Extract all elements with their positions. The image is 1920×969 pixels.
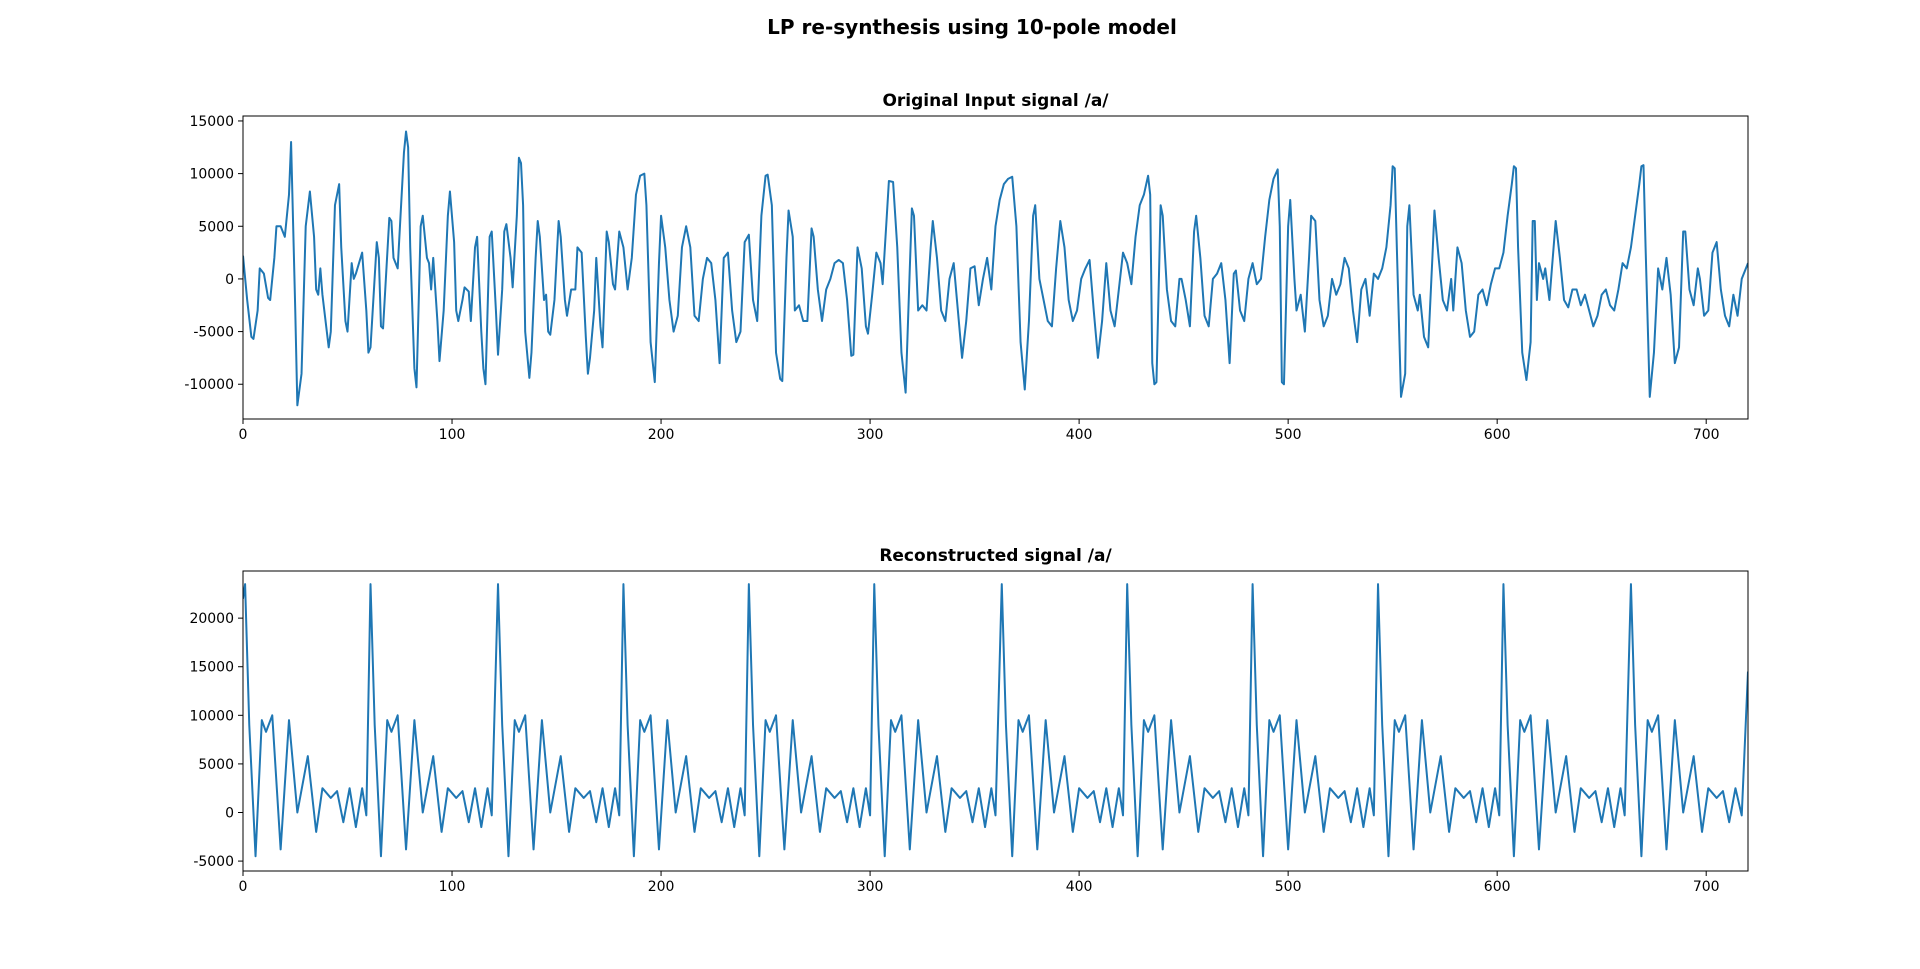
x-tick-label: 200 (648, 427, 675, 443)
y-tick-label: 15000 (189, 114, 234, 130)
x-tick-label: 300 (857, 427, 884, 443)
x-tick-label: 200 (648, 879, 675, 895)
y-tick-label: 5000 (198, 219, 234, 235)
x-tick-label: 100 (439, 427, 466, 443)
x-tick-label: 400 (1066, 427, 1093, 443)
y-tick-label: 10000 (189, 708, 234, 724)
y-tick-label: 5000 (198, 757, 234, 773)
y-tick-label: 0 (225, 805, 234, 821)
x-tick-label: 0 (239, 879, 248, 895)
y-tick-label: -10000 (184, 377, 234, 393)
x-tick-label: 0 (239, 427, 248, 443)
axes-frame (242, 115, 1749, 420)
x-tick-label: 700 (1693, 427, 1720, 443)
signal-line (243, 130, 1748, 407)
y-tick-label: -5000 (193, 854, 234, 870)
x-tick-label: 100 (439, 879, 466, 895)
figure-title: LP re-synthesis using 10-pole model (767, 15, 1177, 39)
x-tick-label: 600 (1484, 879, 1511, 895)
subplot-title: Original Input signal /a/ (882, 91, 1109, 111)
x-tick-label: 500 (1275, 879, 1302, 895)
y-tick-label: 20000 (189, 611, 234, 627)
y-tick-label: -5000 (193, 325, 234, 341)
x-tick-label: 600 (1484, 427, 1511, 443)
x-tick-label: 700 (1693, 879, 1720, 895)
axes-frame (242, 570, 1749, 872)
signal-line (243, 583, 1748, 858)
x-tick-label: 300 (857, 879, 884, 895)
y-tick-label: 10000 (189, 167, 234, 183)
subplot-title: Reconstructed signal /a/ (879, 546, 1112, 566)
y-tick-label: 0 (225, 272, 234, 288)
x-tick-label: 400 (1066, 879, 1093, 895)
x-tick-label: 500 (1275, 427, 1302, 443)
y-tick-label: 15000 (189, 660, 234, 676)
